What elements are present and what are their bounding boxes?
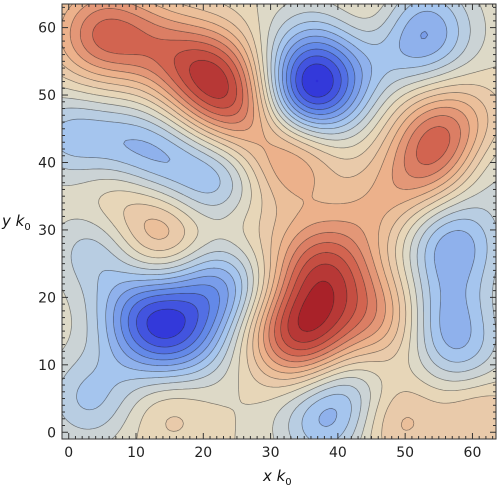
y-tick-label: 30 <box>38 223 56 239</box>
x-tick-label: 0 <box>64 445 73 461</box>
y-tick-label: 40 <box>38 155 56 171</box>
x-tick-label: 20 <box>194 445 212 461</box>
contour-line-18 <box>189 59 348 343</box>
contour-line-16 <box>92 18 451 357</box>
x-tick-label: 30 <box>262 445 280 461</box>
contour-line-4 <box>120 42 356 361</box>
contour-line-10 <box>62 4 496 439</box>
y-tick-label: 10 <box>38 358 56 374</box>
contour-line-3 <box>127 48 349 355</box>
contour-line-19 <box>297 280 335 332</box>
x-tick-label: 60 <box>464 445 482 461</box>
x-axis-label-sub: 0 <box>285 477 291 488</box>
contour-line-6 <box>105 10 476 427</box>
contour-line-13 <box>62 4 479 374</box>
x-tick-label: 40 <box>329 445 347 461</box>
contour-line-9 <box>62 4 496 439</box>
contour-line-11 <box>62 4 496 439</box>
contour-line-12 <box>62 4 489 431</box>
y-tick-label: 0 <box>47 425 56 441</box>
y-tick-label: 50 <box>38 88 56 104</box>
x-tick-labels: 0 10 20 30 40 50 60 <box>64 445 481 461</box>
x-tick-label: 10 <box>127 445 145 461</box>
axis-ticks <box>61 4 496 440</box>
y-tick-label: 20 <box>38 290 56 306</box>
plot-area <box>62 4 496 439</box>
contour-line-14 <box>69 4 470 368</box>
x-axis-label: x k0 <box>262 467 292 488</box>
y-axis-label: y k0 <box>1 212 31 233</box>
contour-line-5 <box>113 31 428 367</box>
y-axis-label-main: y k <box>1 212 26 230</box>
plot-frame <box>61 3 497 440</box>
contour-line-1 <box>146 63 334 339</box>
y-tick-label: 60 <box>38 21 56 37</box>
y-tick-labels: 0 10 20 30 40 50 60 <box>38 21 56 442</box>
contour-line-17 <box>173 49 358 351</box>
contour-line-2 <box>136 55 342 348</box>
contour-line-15 <box>79 8 461 363</box>
contour-line-7 <box>62 4 488 439</box>
contour-lines <box>62 4 496 439</box>
x-tick-label: 50 <box>396 445 414 461</box>
y-axis-label-sub: 0 <box>24 222 30 233</box>
x-axis-label-main: x k <box>262 467 287 485</box>
